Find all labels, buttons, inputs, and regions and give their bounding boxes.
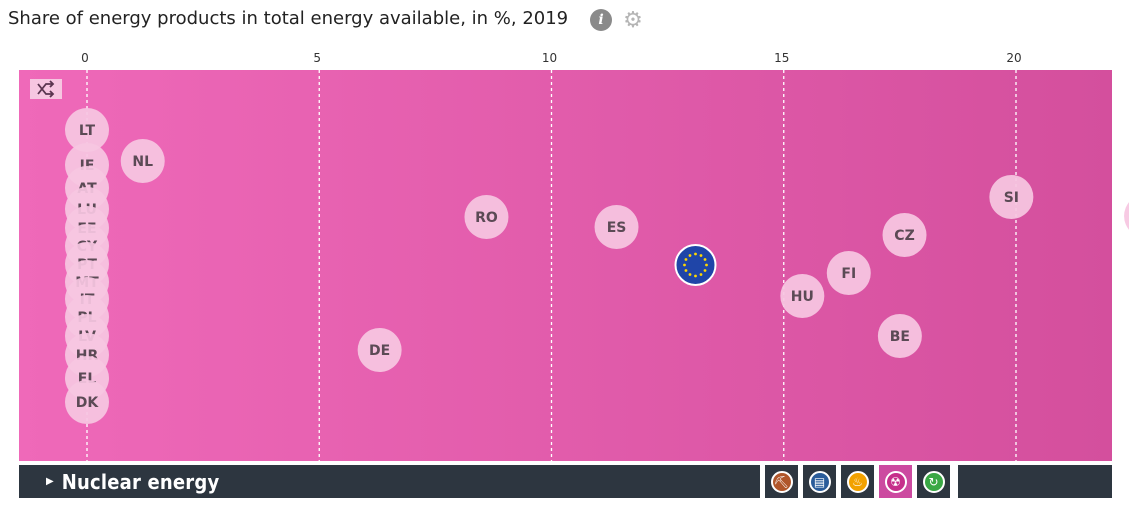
point-label: DK — [76, 395, 100, 411]
gear-icon[interactable]: ⚙ — [623, 7, 643, 33]
product-button-nuclear[interactable]: ☢ — [879, 465, 912, 498]
product-button-renewables[interactable]: ↻ — [917, 465, 950, 498]
title-icons: i ⚙ — [590, 7, 644, 33]
selected-product-tab[interactable]: ▶ Nuclear energy — [19, 465, 760, 498]
point-label: LT — [79, 123, 96, 139]
eu-star — [694, 274, 697, 278]
info-icon[interactable]: i — [590, 9, 612, 31]
x-tick-label: 15 — [774, 51, 789, 65]
point-cz[interactable]: CZ — [882, 213, 927, 257]
point-label: NL — [132, 154, 153, 170]
coal-icon: ⛏ — [770, 470, 793, 493]
eu-star — [699, 254, 703, 257]
point-hu[interactable]: HU — [780, 274, 825, 318]
point-nl[interactable]: NL — [120, 139, 165, 183]
product-button-oil[interactable]: ▤ — [803, 465, 836, 498]
oil-barrel-icon: ▤ — [808, 470, 831, 493]
point-si[interactable]: SI — [989, 175, 1034, 219]
triangle-right-icon: ▶ — [46, 476, 54, 487]
point-bubble — [989, 175, 1034, 219]
product-icons: ⛏ ▤ ♨ ☢ ↻ — [765, 465, 950, 498]
eu-star — [684, 258, 688, 261]
point-label: DE — [369, 343, 390, 359]
point-bubble — [1124, 202, 1129, 230]
flame-icon: ♨ — [846, 470, 869, 493]
point-bg[interactable]: BG — [1124, 194, 1129, 238]
point-bubble — [594, 205, 639, 249]
point-label: ES — [607, 220, 627, 236]
eu-flag-icon — [674, 244, 717, 286]
shuffle-button[interactable] — [30, 79, 62, 99]
selected-product-label: Nuclear energy — [61, 469, 220, 494]
point-bubble — [877, 314, 922, 358]
point-de[interactable]: DE — [357, 328, 402, 372]
point-lt[interactable]: LT — [65, 108, 109, 152]
point-label: FI — [841, 266, 856, 282]
chart-title: Share of energy products in total energy… — [8, 8, 569, 29]
point-label: BE — [890, 329, 910, 345]
eu-star — [684, 269, 688, 272]
point-dk[interactable]: DK — [65, 380, 109, 424]
point-ro[interactable]: RO — [464, 195, 509, 239]
data-points: LTIENLATLUEECYPTMTITPLLVHRELDKDEROESFIHU… — [65, 108, 1129, 424]
eu-star — [703, 258, 707, 261]
eu-star — [694, 252, 697, 256]
shuffle-icon — [37, 80, 55, 98]
point-label: HU — [791, 289, 814, 305]
point-bubble — [780, 274, 825, 318]
eu-star — [683, 263, 686, 267]
point-label: CZ — [894, 228, 914, 244]
point-eu[interactable] — [674, 244, 717, 286]
point-bubble — [826, 251, 871, 295]
x-tick-label: 5 — [313, 51, 321, 65]
point-bubble — [65, 108, 109, 152]
point-be[interactable]: BE — [877, 314, 922, 358]
x-tick-label: 10 — [542, 51, 557, 65]
point-bubble — [120, 139, 165, 183]
radiation-icon: ☢ — [884, 470, 907, 493]
point-bubble — [357, 328, 402, 372]
eu-star — [705, 263, 708, 267]
point-bubble — [464, 195, 509, 239]
point-bubble — [65, 380, 109, 424]
product-bar-end — [958, 465, 1112, 498]
eu-star — [688, 254, 692, 257]
eu-star — [699, 273, 703, 276]
eu-star — [688, 273, 692, 276]
chart-area: 0510152025303540 LTIENLATLUEECYPTMTITPLL… — [19, 51, 1129, 461]
x-tick-label: 0 — [81, 51, 89, 65]
plot-background — [19, 70, 1112, 461]
eu-star — [703, 269, 707, 272]
point-es[interactable]: ES — [594, 205, 639, 249]
x-tick-label: 20 — [1006, 51, 1021, 65]
point-bubble — [882, 213, 927, 257]
point-label: SI — [1004, 190, 1019, 206]
point-fi[interactable]: FI — [826, 251, 871, 295]
point-label: RO — [475, 210, 498, 226]
x-axis: 0510152025303540 — [81, 51, 1021, 65]
product-button-gas[interactable]: ♨ — [841, 465, 874, 498]
product-selector: ▶ Nuclear energy ⛏ ▤ ♨ ☢ ↻ — [19, 465, 1112, 498]
recycle-icon: ↻ — [922, 470, 945, 493]
product-button-coal[interactable]: ⛏ — [765, 465, 798, 498]
